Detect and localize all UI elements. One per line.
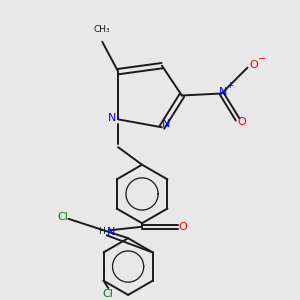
Text: H: H xyxy=(98,227,105,236)
Text: O: O xyxy=(238,117,246,127)
Text: N: N xyxy=(106,227,115,237)
Text: N: N xyxy=(219,87,227,97)
Text: O: O xyxy=(249,60,258,70)
Text: CH₃: CH₃ xyxy=(94,25,111,34)
Text: O: O xyxy=(179,222,188,232)
Text: −: − xyxy=(258,54,266,64)
Text: N: N xyxy=(107,113,116,123)
Text: +: + xyxy=(226,81,233,90)
Text: Cl: Cl xyxy=(57,212,68,222)
Text: Cl: Cl xyxy=(103,289,114,299)
Text: N: N xyxy=(162,119,171,129)
